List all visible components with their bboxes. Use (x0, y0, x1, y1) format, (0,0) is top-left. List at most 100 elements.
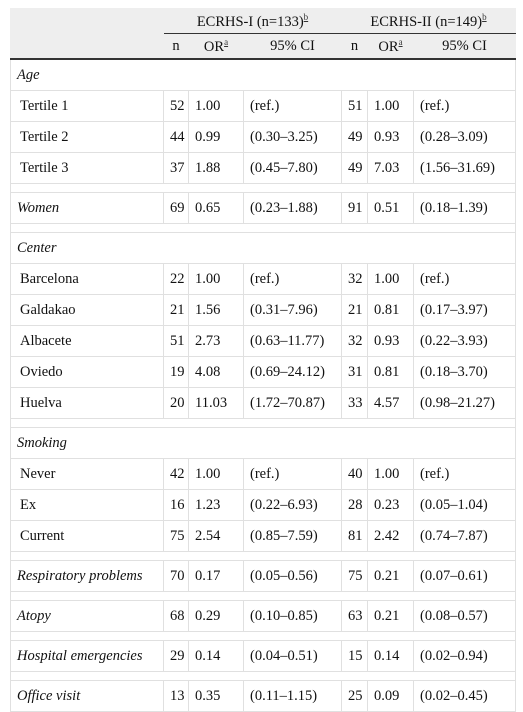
spacer-row (10, 631, 516, 641)
group-header: ECRHS-II (n=149)b (341, 8, 516, 34)
value-cell: 1.56 (188, 294, 244, 326)
row-label: Albacete (10, 325, 164, 357)
value-cell: 51 (341, 90, 368, 122)
value-cell: 4.57 (367, 387, 414, 419)
section-row: Center (10, 232, 516, 264)
value-cell: (ref.) (243, 458, 342, 490)
value-cell: 69 (163, 192, 189, 224)
value-cell: 49 (341, 152, 368, 184)
value-cell: (0.69–24.12) (243, 356, 342, 388)
value-cell: (1.56–31.69) (413, 152, 516, 184)
value-cell: 1.00 (367, 90, 414, 122)
value-cell: (ref.) (413, 458, 516, 490)
value-cell: (0.85–7.59) (243, 520, 342, 552)
value-cell: (0.10–0.85) (243, 600, 342, 632)
footnote-marker: b (303, 11, 309, 22)
column-header: 95% CI (413, 33, 516, 60)
value-cell: 0.09 (367, 680, 414, 712)
value-cell: 20 (163, 387, 189, 419)
row-label: Office visit (10, 680, 164, 712)
data-row: Tertile 1 52 1.00 (ref.) 51 1.00 (ref.) (10, 90, 516, 122)
value-cell: 1.00 (188, 90, 244, 122)
value-cell: (ref.) (243, 263, 342, 295)
value-cell: (ref.) (413, 90, 516, 122)
value-cell: 1.23 (188, 489, 244, 521)
row-label: Respiratory problems (10, 560, 164, 592)
value-cell: 51 (163, 325, 189, 357)
value-cell: 1.88 (188, 152, 244, 184)
value-cell: 1.00 (367, 458, 414, 490)
column-header: 95% CI (243, 33, 342, 60)
value-cell: 0.17 (188, 560, 244, 592)
data-row: Never 42 1.00 (ref.) 40 1.00 (ref.) (10, 458, 516, 490)
value-cell: (0.18–1.39) (413, 192, 516, 224)
header-label: 95% CI (270, 37, 315, 54)
spacer-row (10, 671, 516, 681)
section-heading: Smoking (10, 427, 516, 459)
row-label: Current (10, 520, 164, 552)
value-cell: (0.04–0.51) (243, 640, 342, 672)
spacer-cell (10, 631, 516, 641)
group-header-row: ECRHS-I (n=133)b ECRHS-II (n=149)b (10, 8, 516, 34)
row-label: Tertile 2 (10, 121, 164, 153)
value-cell: 0.14 (188, 640, 244, 672)
data-row: Office visit 13 0.35 (0.11–1.15) 25 0.09 (0.02… (10, 680, 516, 712)
header-label: n (350, 37, 359, 54)
column-header: ORa (367, 33, 414, 60)
section-row: Smoking (10, 427, 516, 459)
value-cell: 42 (163, 458, 189, 490)
value-cell: 0.29 (188, 600, 244, 632)
data-row: Tertile 2 44 0.99 (0.30–3.25) 49 0.93 (0.28–3.… (10, 121, 516, 153)
value-cell: 0.35 (188, 680, 244, 712)
value-cell: 0.93 (367, 121, 414, 153)
footnote-marker: a (398, 36, 403, 47)
value-cell: (0.98–21.27) (413, 387, 516, 419)
footnote-marker: a (224, 36, 229, 47)
row-label: Hospital emergencies (10, 640, 164, 672)
group-header: ECRHS-I (n=133)b (163, 8, 342, 34)
value-cell: 70 (163, 560, 189, 592)
header-label: ECRHS-I (n=133) (196, 13, 304, 30)
spacer-row (10, 223, 516, 233)
corner-cell (10, 33, 164, 60)
value-cell: (0.07–0.61) (413, 560, 516, 592)
table-body: Age Tertile 1 52 1.00 (ref.) 51 1.00 (ref.) Tert… (10, 58, 516, 712)
data-row: Albacete 51 2.73 (0.63–11.77) 32 0.93 (0.22–3.… (10, 325, 516, 357)
row-label: Never (10, 458, 164, 490)
value-cell: 81 (341, 520, 368, 552)
value-cell: 21 (341, 294, 368, 326)
column-header: n (163, 33, 189, 60)
data-row: Huelva 20 11.03 (1.72–70.87) 33 4.57 (0.98–21.… (10, 387, 516, 419)
header-label: 95% CI (442, 37, 487, 54)
data-row: Galdakao 21 1.56 (0.31–7.96) 21 0.81 (0.17–3.9… (10, 294, 516, 326)
value-cell: 0.81 (367, 294, 414, 326)
value-cell: 33 (341, 387, 368, 419)
value-cell: (0.17–3.97) (413, 294, 516, 326)
value-cell: (0.05–1.04) (413, 489, 516, 521)
value-cell: 2.42 (367, 520, 414, 552)
value-cell: (0.74–7.87) (413, 520, 516, 552)
value-cell: 52 (163, 90, 189, 122)
value-cell: 25 (341, 680, 368, 712)
value-cell: (0.30–3.25) (243, 121, 342, 153)
value-cell: 22 (163, 263, 189, 295)
value-cell: (0.05–0.56) (243, 560, 342, 592)
value-cell: 40 (341, 458, 368, 490)
corner-cell (10, 8, 164, 34)
value-cell: 16 (163, 489, 189, 521)
value-cell: 63 (341, 600, 368, 632)
table-header: ECRHS-I (n=133)b ECRHS-II (n=149)b n ORa 95… (10, 8, 516, 60)
spacer-cell (10, 551, 516, 561)
value-cell: 32 (341, 263, 368, 295)
value-cell: (0.18–3.70) (413, 356, 516, 388)
value-cell: (ref.) (413, 263, 516, 295)
header-label: ECRHS-II (n=149) (370, 13, 483, 30)
value-cell: 13 (163, 680, 189, 712)
data-row: Atopy 68 0.29 (0.10–0.85) 63 0.21 (0.08–0.57) (10, 600, 516, 632)
value-cell: (ref.) (243, 90, 342, 122)
section-heading: Age (10, 58, 516, 91)
value-cell: (0.28–3.09) (413, 121, 516, 153)
value-cell: 1.00 (188, 458, 244, 490)
value-cell: 19 (163, 356, 189, 388)
